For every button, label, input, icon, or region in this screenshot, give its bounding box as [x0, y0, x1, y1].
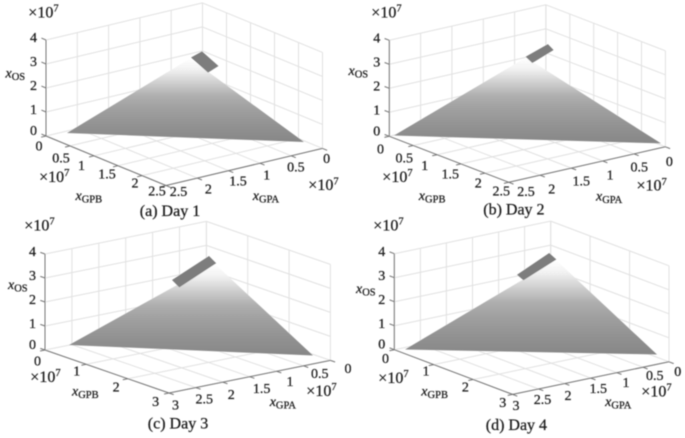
- svg-text:×107: ×107: [30, 368, 60, 386]
- svg-text:2: 2: [29, 293, 36, 308]
- svg-text:0: 0: [323, 152, 330, 167]
- svg-text:3: 3: [29, 269, 36, 284]
- svg-text:xGPB: xGPB: [75, 189, 103, 206]
- svg-text:1: 1: [421, 159, 428, 174]
- svg-text:xGPB: xGPB: [71, 385, 99, 402]
- svg-text:×107: ×107: [378, 369, 408, 387]
- svg-text:1: 1: [378, 317, 385, 332]
- svg-text:4: 4: [30, 31, 37, 46]
- svg-text:0.5: 0.5: [311, 367, 329, 382]
- svg-text:0: 0: [674, 365, 681, 380]
- svg-text:4: 4: [378, 245, 385, 260]
- svg-text:0: 0: [29, 338, 36, 353]
- svg-text:0.5: 0.5: [630, 160, 648, 175]
- svg-text:1: 1: [287, 375, 294, 390]
- svg-text:3: 3: [513, 399, 520, 414]
- svg-text:(b) Day 2: (b) Day 2: [483, 202, 544, 219]
- svg-text:×107: ×107: [24, 217, 54, 235]
- svg-text:×107: ×107: [371, 3, 401, 21]
- svg-text:0: 0: [666, 155, 673, 170]
- svg-text:xGPA: xGPA: [604, 395, 632, 412]
- svg-text:0.5: 0.5: [646, 369, 664, 384]
- svg-text:2: 2: [548, 183, 555, 198]
- svg-text:0: 0: [377, 143, 384, 158]
- svg-text:3: 3: [378, 269, 385, 284]
- svg-text:1.5: 1.5: [442, 168, 460, 183]
- svg-text:1.5: 1.5: [573, 174, 591, 189]
- svg-text:2.5: 2.5: [148, 185, 166, 200]
- svg-text:1: 1: [263, 169, 270, 184]
- svg-text:2.5: 2.5: [517, 185, 535, 200]
- svg-text:2: 2: [475, 177, 482, 192]
- svg-text:(c) Day 3: (c) Day 3: [148, 416, 208, 433]
- svg-text:0: 0: [36, 140, 43, 155]
- svg-text:2: 2: [113, 380, 120, 395]
- svg-text:×107: ×107: [306, 382, 336, 400]
- svg-text:1.5: 1.5: [229, 174, 247, 189]
- svg-text:2.5: 2.5: [534, 393, 552, 408]
- svg-text:1.5: 1.5: [253, 382, 271, 397]
- svg-text:×107: ×107: [373, 217, 403, 235]
- svg-text:×107: ×107: [637, 177, 667, 195]
- svg-text:xGPA: xGPA: [269, 395, 297, 412]
- svg-text:0: 0: [30, 124, 37, 139]
- svg-text:0: 0: [373, 124, 380, 139]
- svg-text:3: 3: [30, 55, 37, 70]
- svg-text:2: 2: [132, 177, 139, 192]
- svg-text:2: 2: [373, 80, 380, 95]
- svg-text:2.5: 2.5: [195, 393, 213, 408]
- svg-text:0: 0: [34, 355, 41, 370]
- svg-text:xOS: xOS: [355, 282, 376, 299]
- svg-text:2: 2: [30, 79, 37, 94]
- svg-text:2.5: 2.5: [493, 185, 511, 200]
- svg-text:xGPB: xGPB: [418, 189, 446, 206]
- svg-text:0.5: 0.5: [396, 152, 414, 167]
- svg-text:1: 1: [423, 364, 430, 379]
- svg-text:2: 2: [378, 293, 385, 308]
- svg-text:2.5: 2.5: [170, 185, 188, 200]
- svg-text:1: 1: [78, 159, 85, 174]
- svg-text:xGPA: xGPA: [595, 189, 623, 206]
- svg-text:×107: ×107: [39, 168, 69, 186]
- svg-text:1.5: 1.5: [590, 382, 608, 397]
- svg-text:1: 1: [373, 104, 380, 119]
- svg-text:×107: ×107: [308, 176, 338, 194]
- svg-text:2: 2: [228, 388, 235, 403]
- svg-text:×107: ×107: [382, 168, 412, 186]
- svg-text:xOS: xOS: [5, 67, 26, 84]
- svg-text:0: 0: [378, 338, 385, 353]
- svg-text:3: 3: [373, 56, 380, 71]
- svg-text:×107: ×107: [28, 3, 58, 21]
- svg-text:1.5: 1.5: [98, 168, 116, 183]
- svg-text:3: 3: [499, 396, 506, 411]
- svg-text:(d) Day 4: (d) Day 4: [486, 417, 547, 434]
- svg-text:xGPB: xGPB: [420, 384, 448, 401]
- svg-text:0: 0: [345, 362, 352, 377]
- svg-text:0.5: 0.5: [287, 160, 305, 175]
- svg-text:xGPA: xGPA: [252, 189, 280, 206]
- svg-text:3: 3: [152, 395, 159, 410]
- svg-text:0.5: 0.5: [52, 152, 70, 167]
- svg-text:(a) Day 1: (a) Day 1: [140, 203, 200, 220]
- svg-text:2: 2: [565, 389, 572, 404]
- svg-text:1: 1: [73, 364, 80, 379]
- svg-text:1: 1: [30, 103, 37, 118]
- svg-text:4: 4: [373, 32, 380, 47]
- svg-text:0: 0: [382, 352, 389, 367]
- svg-text:1: 1: [29, 317, 36, 332]
- svg-text:4: 4: [29, 245, 36, 260]
- svg-text:1: 1: [607, 169, 614, 184]
- svg-text:2: 2: [462, 380, 469, 395]
- svg-text:1: 1: [623, 376, 630, 391]
- svg-text:xOS: xOS: [348, 64, 369, 81]
- svg-text:×107: ×107: [641, 383, 671, 401]
- svg-text:2: 2: [205, 183, 212, 198]
- svg-text:xOS: xOS: [7, 278, 28, 295]
- svg-text:3: 3: [172, 399, 179, 414]
